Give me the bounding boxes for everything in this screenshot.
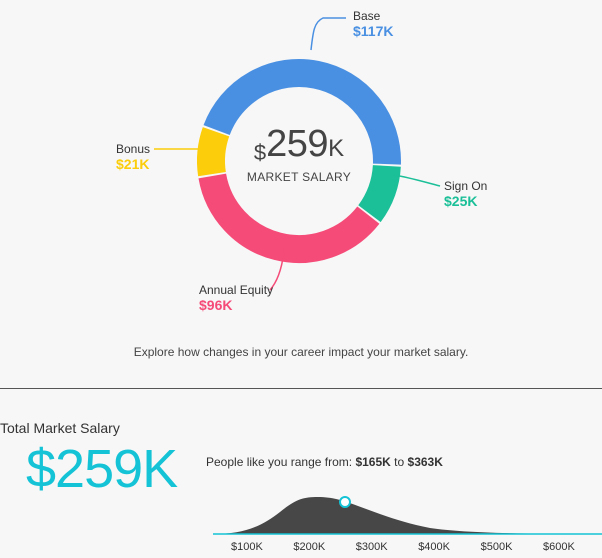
total-amount: $259K — [26, 439, 178, 499]
donut-segment-bonus[interactable] — [197, 127, 230, 177]
donut-segment-annual-equity[interactable] — [198, 173, 380, 263]
equity-leader-line — [269, 250, 285, 291]
base-value: $117K — [353, 23, 394, 39]
bonus-name: Bonus — [116, 142, 151, 156]
range-prefix: People like you range from: — [206, 455, 353, 469]
center-caption: MARKET SALARY — [246, 170, 352, 184]
base-leader-line — [310, 17, 346, 51]
explore-text: Explore how changes in your career impac… — [133, 345, 469, 359]
base-label: Base $117K — [353, 9, 393, 39]
donut-center: $259K MARKET SALARY — [232, 124, 366, 184]
range-mid: to — [394, 455, 405, 469]
axis-tick-label: $600K — [543, 541, 575, 553]
range-high: $363K — [407, 455, 443, 469]
equity-value: $96K — [199, 297, 233, 313]
section-divider — [0, 388, 602, 389]
axis-tick-label: $300K — [355, 541, 388, 553]
equity-name: Annual Equity — [199, 283, 274, 297]
bonus-label: Bonus $21K — [116, 142, 150, 172]
donut-segment-base[interactable] — [203, 59, 401, 165]
range-text: People like you range from: $165K to $36… — [206, 455, 443, 469]
center-suffix: K — [328, 135, 345, 162]
axis-tick-label: $200K — [293, 541, 326, 553]
center-amount: 259 — [266, 123, 329, 165]
axis-tick-label: $400K — [418, 541, 450, 553]
salary-donut-chart — [154, 17, 441, 291]
salary-marker[interactable] — [339, 496, 351, 508]
axis-tick-label: $100K — [231, 541, 263, 553]
sign-on-leader-line — [393, 174, 441, 187]
sign-on-label: Sign On $25K — [444, 179, 487, 209]
sign-on-value: $25K — [444, 193, 478, 209]
axis-tick-label: $500K — [480, 541, 513, 553]
equity-label: Annual Equity $96K — [199, 283, 273, 313]
donut-segment-sign-on[interactable] — [357, 164, 401, 223]
sign-on-name: Sign On — [444, 179, 488, 193]
total-title: Total Market Salary — [0, 420, 120, 436]
center-currency: $ — [253, 140, 267, 165]
range-low: $165K — [355, 455, 391, 469]
base-name: Base — [353, 9, 381, 23]
distribution-area — [213, 497, 602, 534]
bonus-value: $21K — [116, 156, 150, 172]
salary-distribution-chart — [213, 496, 602, 535]
